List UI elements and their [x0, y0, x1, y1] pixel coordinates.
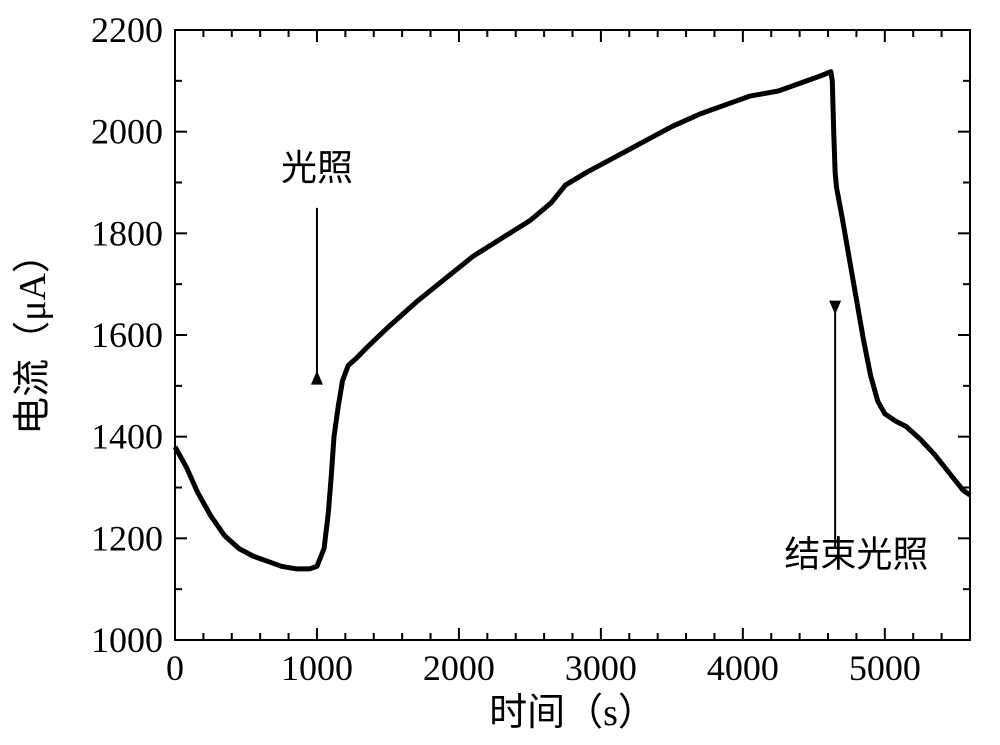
y-axis-label: 电流（μA） — [12, 235, 54, 435]
line-chart: 0100020003000400050001000120014001600180… — [0, 0, 1000, 745]
chart-annotations: 光照结束光照 — [281, 148, 928, 574]
svg-text:1000: 1000 — [281, 648, 353, 688]
light-off-label: 结束光照 — [784, 534, 928, 574]
svg-text:2000: 2000 — [91, 112, 163, 152]
svg-text:1800: 1800 — [91, 213, 163, 253]
x-axis-label: 时间（s） — [489, 692, 656, 734]
light-on-label: 光照 — [281, 148, 353, 188]
svg-text:3000: 3000 — [565, 648, 637, 688]
svg-text:4000: 4000 — [707, 648, 779, 688]
svg-text:5000: 5000 — [849, 648, 921, 688]
svg-text:1000: 1000 — [91, 620, 163, 660]
svg-text:0: 0 — [166, 648, 184, 688]
svg-text:2000: 2000 — [423, 648, 495, 688]
svg-text:1600: 1600 — [91, 315, 163, 355]
svg-text:1200: 1200 — [91, 518, 163, 558]
chart-data-line — [175, 72, 970, 569]
svg-text:2200: 2200 — [91, 10, 163, 50]
svg-text:1400: 1400 — [91, 417, 163, 457]
chart-axes: 0100020003000400050001000120014001600180… — [91, 10, 970, 688]
chart-container: 0100020003000400050001000120014001600180… — [0, 0, 1000, 745]
